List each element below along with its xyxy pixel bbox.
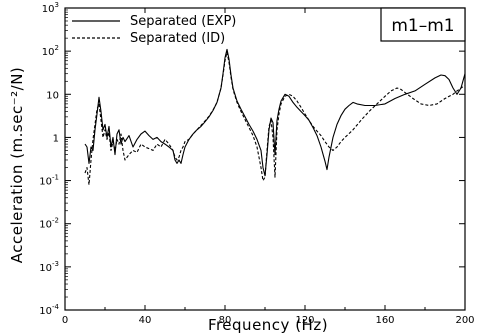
y-tick-label: 102: [42, 44, 59, 58]
y-axis-ticks: 10-4 10-3 10-2 10-1 1 10 102 103: [39, 1, 465, 317]
x-tick-label: 120: [295, 315, 314, 326]
y-tick-label: 1: [53, 133, 59, 144]
annotation-label: m1–m1: [391, 16, 454, 36]
y-tick-label: 10-3: [39, 260, 59, 274]
annotation-frame: [380, 7, 466, 42]
x-axis-title: Frequency (Hz): [208, 316, 328, 333]
legend-label-exp: Separated (EXP): [130, 14, 236, 29]
x-tick-label: 0: [62, 315, 68, 326]
y-tick-label: 103: [42, 1, 59, 15]
series-line-id: [84, 51, 466, 186]
y-tick-label: 10-4: [39, 303, 59, 317]
x-tick-label: 40: [139, 315, 152, 326]
legend-label-id: Separated (ID): [130, 31, 225, 46]
x-tick-label: 160: [375, 315, 394, 326]
y-axis-title: Acceleration (m.sec⁻²/N): [8, 67, 26, 264]
x-axis-ticks: 0 40 80 120 160 200: [62, 8, 475, 326]
y-tick-label: 10-2: [39, 217, 59, 231]
x-tick-label: 80: [219, 315, 232, 326]
legend: Separated (EXP) Separated (ID): [72, 14, 236, 46]
series-layer: [84, 48, 466, 186]
annotation-box: m1–m1: [380, 7, 466, 42]
x-tick-label: 200: [455, 315, 474, 326]
y-tick-label: 10: [46, 90, 59, 101]
y-tick-label: 10-1: [39, 174, 59, 188]
series-line-exp: [84, 48, 466, 177]
